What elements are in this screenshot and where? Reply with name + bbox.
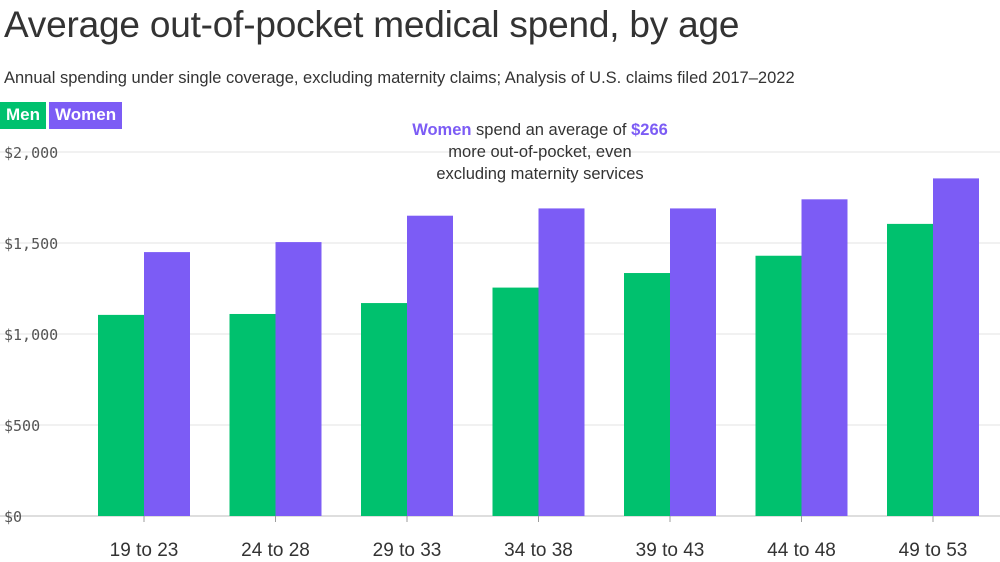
bar-men (755, 255, 802, 517)
bar-men (229, 313, 276, 516)
bar-women (407, 215, 453, 516)
x-tick-label: 39 to 43 (636, 540, 705, 561)
y-tick-label: $2,000 (4, 144, 58, 162)
bar-men (887, 223, 933, 516)
legend-men: Men (0, 102, 46, 129)
legend: Men Women (0, 102, 123, 129)
bar-women (538, 208, 585, 517)
bar-women (670, 208, 716, 517)
annotation-line-3: excluding maternity services (436, 165, 644, 183)
chart-title: Average out-of-pocket medical spend, by … (4, 4, 740, 45)
annotation-highlight-amount: $266 (631, 121, 668, 139)
bar-men (492, 287, 539, 516)
chart-subtitle: Annual spending under single coverage, e… (4, 69, 795, 87)
chart-annotation: Women spend an average of $266 more out-… (360, 119, 720, 185)
x-tick-label: 44 to 48 (767, 540, 836, 561)
y-tick-label: $0 (4, 508, 22, 526)
x-tick-label: 34 to 38 (504, 540, 573, 561)
bar-women (275, 242, 322, 516)
x-tick-label: 19 to 23 (110, 540, 179, 561)
bar-men (361, 303, 407, 516)
bar-men (98, 314, 144, 516)
bar-men (624, 273, 670, 516)
y-tick-label: $500 (4, 417, 40, 435)
x-tick-label: 24 to 28 (241, 540, 310, 561)
bar-women (144, 252, 190, 516)
y-tick-label: $1,500 (4, 235, 58, 253)
annotation-line-2: more out-of-pocket, even (448, 143, 632, 161)
legend-women: Women (49, 102, 123, 129)
annotation-highlight-women: Women (412, 121, 472, 139)
annotation-text-1: spend an average of (471, 121, 632, 139)
bar-women (933, 178, 979, 516)
x-tick-label: 29 to 33 (373, 540, 442, 561)
bar-women (801, 199, 848, 516)
x-tick-label: 49 to 53 (899, 540, 968, 561)
y-tick-label: $1,000 (4, 326, 58, 344)
